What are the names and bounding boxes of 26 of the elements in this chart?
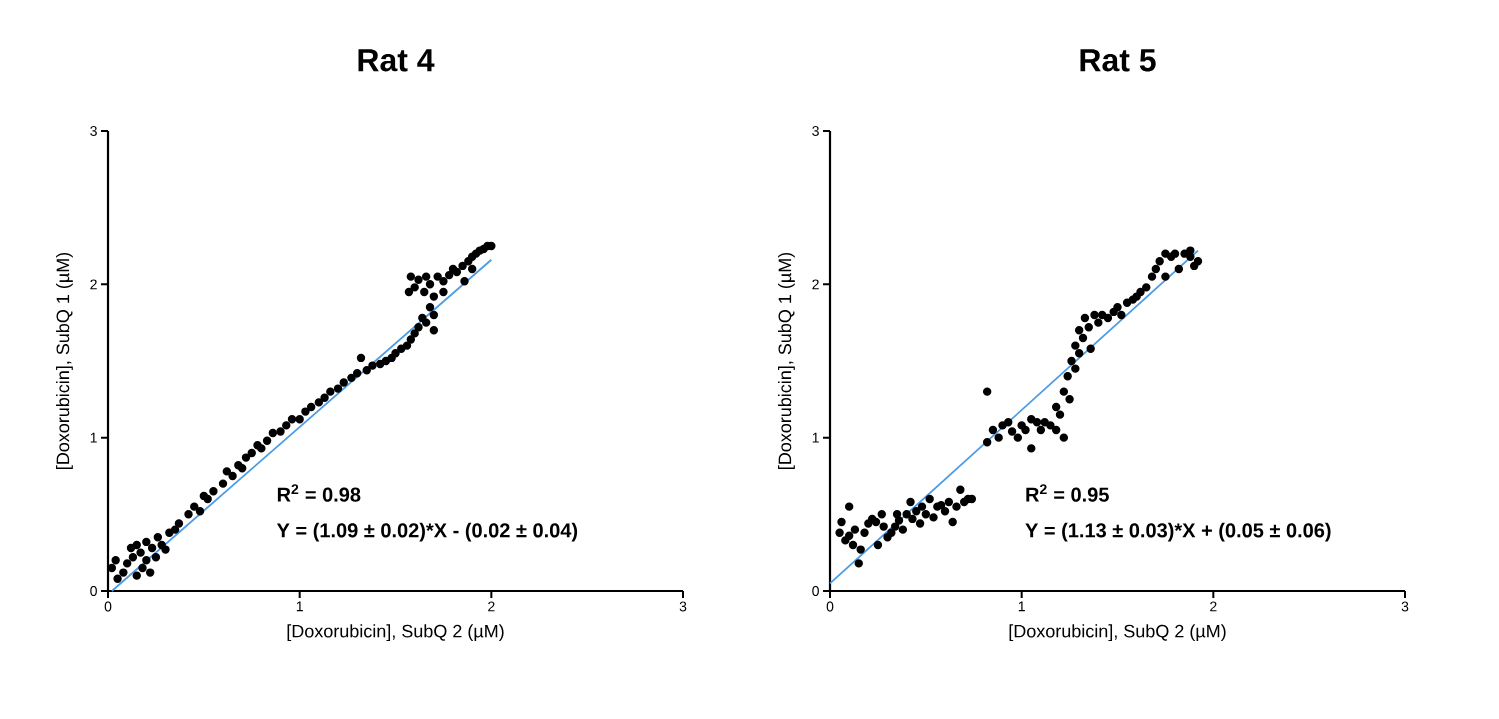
annotation: Y = (1.09 ± 0.02)*X - (0.02 ± 0.04) [276, 522, 578, 542]
x-tick-label: 2 [1210, 601, 1217, 612]
y-tick-label: 3 [812, 126, 819, 136]
y-tick-label: 2 [812, 279, 819, 290]
x-tick-label: 1 [1018, 601, 1025, 612]
x-tick-label: 3 [1401, 601, 1409, 612]
y-axis-title: [Doxorubicin], SubQ 1 (µM) [56, 252, 73, 469]
chart-title: Rat 4 [358, 49, 435, 72]
annotation: R$^{2}$ = 0.95 [1026, 484, 1109, 502]
x-axis-title: [Doxorubicin], SubQ 2 (µM) [287, 624, 504, 642]
y-tick-label: 3 [90, 126, 97, 136]
x-axis-title: [Doxorubicin], SubQ 2 (µM) [1009, 624, 1226, 642]
x-tick-label: 0 [104, 601, 112, 612]
x-tick-label: 3 [679, 601, 687, 612]
chart-title: Rat 5 [1080, 49, 1156, 72]
y-tick-label: 0 [90, 586, 97, 596]
x-tick-label: 1 [296, 601, 303, 612]
y-tick-label: 0 [812, 586, 819, 596]
annotation: Y = (1.13 ± 0.03)*X + (0.05 ± 0.06) [1025, 522, 1331, 542]
x-tick-label: 2 [488, 601, 495, 612]
y-tick-label: 2 [90, 279, 97, 290]
y-tick-label: 1 [812, 432, 819, 443]
y-tick-label: 1 [90, 432, 97, 443]
annotation: R$^{2}$ = 0.98 [277, 484, 361, 502]
y-axis-title: [Doxorubicin], SubQ 1 (µM) [778, 252, 795, 469]
x-tick-label: 0 [826, 601, 834, 612]
